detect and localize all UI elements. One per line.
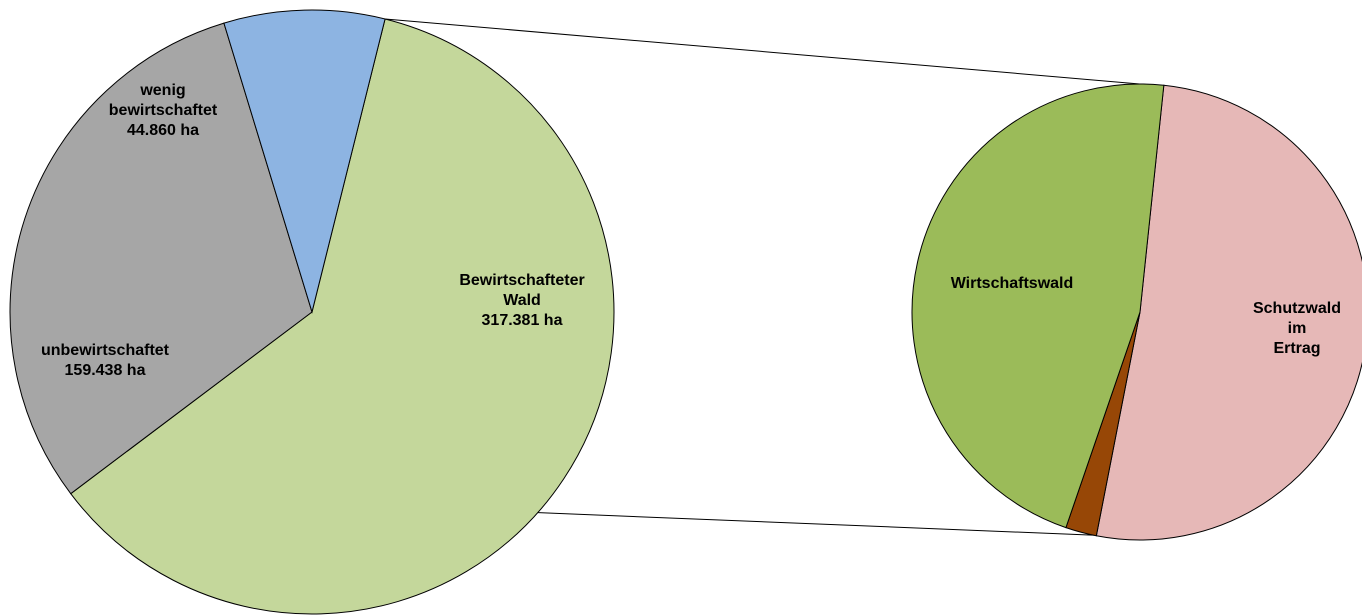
main-label-bewirtschafteter-wald-line: Wald [503,292,541,309]
main-slice-bewirtschafteter-wald [70,18,615,615]
secondary-label-schutzwald-im-ertrag-line: Ertrag [1273,340,1320,357]
main-label-wenig-bewirtschaftet-line: 44.860 ha [127,122,199,139]
secondary-label-wirtschaftswald-line: Wirtschaftswald [951,275,1074,292]
secondary-pie-labels: Schutzwald im Ertrag Wirtschaftswald [951,275,1341,357]
secondary-slice-wirtschaftswald [911,83,1165,529]
secondary-label-schutzwald-im-ertrag: Schutzwald im Ertrag [1253,300,1341,357]
secondary-label-schutzwald-im-ertrag-line: Schutzwald [1253,300,1341,317]
main-pie [9,9,615,615]
main-pie-labels: Bewirtschafteter Wald 317.381 ha unbewirtsc… [41,82,585,379]
main-label-wenig-bewirtschaftet-line: bewirtschaftet [109,102,218,119]
main-slice-unbewirtschaftet [9,22,313,495]
main-label-bewirtschafteter-wald: Bewirtschafteter Wald 317.381 ha [459,272,584,329]
secondary-slice-schutzwald-im-ertrag [1095,84,1362,541]
main-label-bewirtschafteter-wald-line: 317.381 ha [482,312,563,329]
main-label-unbewirtschaftet-line: 159.438 ha [65,362,146,379]
main-label-wenig-bewirtschaftet: wenig bewirtschaftet 44.860 ha [109,82,218,139]
main-label-wenig-bewirtschaftet-line: wenig [139,82,185,99]
main-label-unbewirtschaftet: unbewirtschaftet 159.438 ha [41,342,170,379]
secondary-label-wirtschaftswald: Wirtschaftswald [951,275,1074,292]
secondary-label-schutzwald-im-ertrag-line: im [1288,320,1307,337]
main-slice-wenig-bewirtschaftet [223,9,386,314]
secondary-pie [911,83,1362,541]
main-label-unbewirtschaftet-line: unbewirtschaftet [41,342,170,359]
main-label-bewirtschafteter-wald-line: Bewirtschafteter [459,272,584,289]
connector-top-line [385,18,1164,87]
